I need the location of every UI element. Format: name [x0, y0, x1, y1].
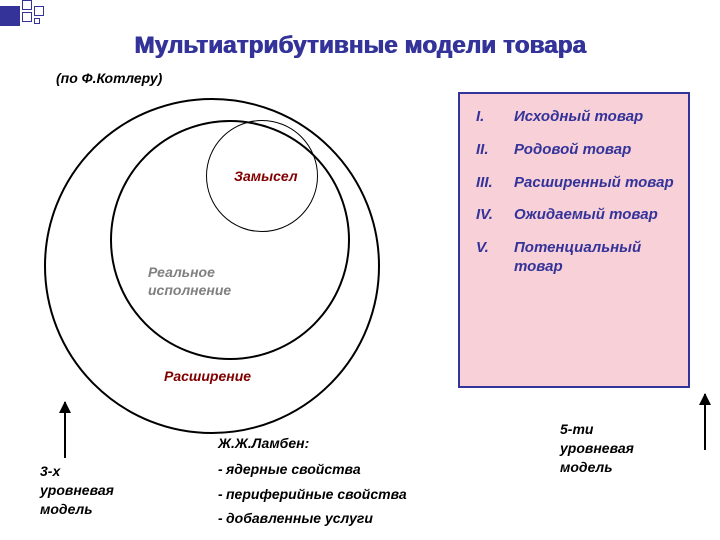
list-roman-numeral: III.: [476, 174, 514, 193]
levels-list-item: II.Родовой товар: [476, 141, 678, 160]
label-inner: Замысел: [234, 168, 298, 186]
arrow-right: [704, 394, 706, 450]
decor-square: [22, 0, 32, 10]
decor-square: [22, 12, 32, 22]
decor-square: [0, 6, 20, 26]
list-roman-numeral: V.: [476, 239, 514, 277]
levels-list-item: IV.Ожидаемый товар: [476, 206, 678, 225]
label-outer: Расширение: [164, 368, 251, 386]
list-item-text: Исходный товар: [514, 108, 643, 127]
levels-list-box: I.Исходный товарII.Родовой товарIII.Расш…: [458, 92, 690, 388]
list-roman-numeral: I.: [476, 108, 514, 127]
lamben-item: -добавленные услуги: [218, 507, 407, 529]
lamben-item: -периферийные свойства: [218, 483, 407, 505]
levels-list: I.Исходный товарII.Родовой товарIII.Расш…: [476, 108, 678, 277]
list-roman-numeral: II.: [476, 141, 514, 160]
levels-list-item: V.Потенциальный товар: [476, 239, 678, 277]
note-5-level: 5-тиуровневаямодель: [560, 420, 634, 477]
decor-square: [34, 6, 44, 16]
page-title: Мультиатрибутивные модели товара: [0, 32, 720, 60]
levels-list-item: III.Расширенный товар: [476, 174, 678, 193]
lamben-block: Ж.Ж.Ламбен: -ядерные свойства -периферийн…: [218, 432, 407, 530]
lamben-heading: Ж.Ж.Ламбен:: [218, 432, 407, 454]
arrow-left: [64, 402, 66, 458]
list-item-text: Родовой товар: [514, 141, 631, 160]
list-roman-numeral: IV.: [476, 206, 514, 225]
list-item-text: Ожидаемый товар: [514, 206, 658, 225]
list-item-text: Потенциальный товар: [514, 239, 678, 277]
kotler-subtitle: (по Ф.Котлеру): [56, 70, 162, 86]
levels-list-item: I.Исходный товар: [476, 108, 678, 127]
top-decoration: [0, 0, 720, 26]
list-item-text: Расширенный товар: [514, 174, 674, 193]
lamben-item: -ядерные свойства: [218, 458, 407, 480]
note-3-level: 3-хуровневаямодель: [40, 462, 114, 519]
decor-square: [34, 18, 40, 24]
label-middle: Реальноеисполнение: [148, 264, 231, 299]
